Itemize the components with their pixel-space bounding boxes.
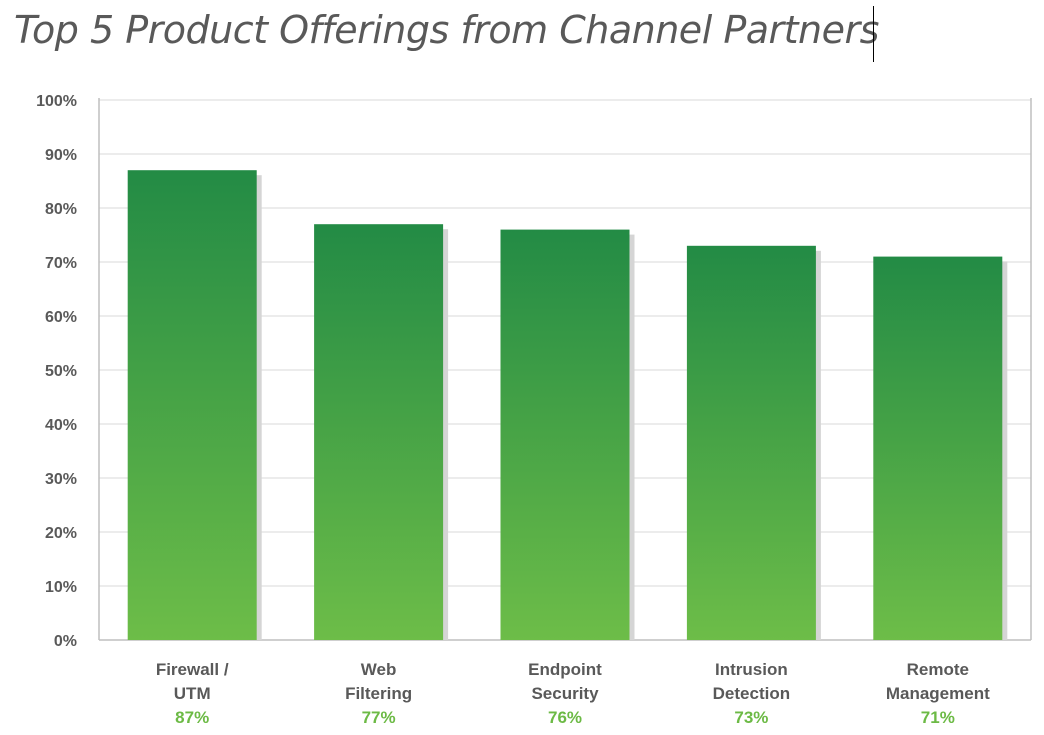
y-tick-label: 90% — [45, 147, 77, 164]
bar — [314, 224, 444, 640]
category-label: Detection — [713, 684, 790, 703]
category-label: Firewall / — [156, 660, 229, 679]
y-tick-label: 40% — [45, 417, 77, 434]
y-tick-label: 80% — [45, 201, 77, 218]
category-label: Remote — [907, 660, 969, 679]
y-tick-label: 20% — [45, 525, 77, 542]
y-tick-labels: 0% 10% 20% 30% 40% 50% 60% 70% 80% 90% 100% — [36, 93, 77, 650]
y-tick-label: 70% — [45, 255, 77, 272]
bar — [873, 256, 1003, 640]
y-tick-label: 0% — [54, 633, 77, 650]
bar — [686, 245, 816, 641]
category-label: Endpoint — [528, 660, 602, 679]
y-tick-label: 60% — [45, 309, 77, 326]
category-label: Filtering — [345, 684, 412, 703]
value-label: 73% — [734, 708, 768, 727]
category-labels: Firewall / UTM Web Filtering Endpoint Securit… — [156, 660, 990, 703]
value-label: 76% — [548, 708, 582, 727]
bars — [127, 170, 1008, 641]
category-label: Web — [361, 660, 397, 679]
y-tick-label: 10% — [45, 579, 77, 596]
bar — [500, 229, 630, 640]
category-label: Security — [531, 684, 599, 703]
y-tick-label: 50% — [45, 363, 77, 380]
value-label: 71% — [921, 708, 955, 727]
y-tick-label: 30% — [45, 471, 77, 488]
value-label: 87% — [175, 708, 209, 727]
chart-title: Top 5 Product Offerings from Channel Par… — [14, 8, 879, 52]
bar — [127, 170, 257, 640]
y-tick-label: 100% — [36, 93, 77, 110]
value-labels: 87% 77% 76% 73% 71% — [175, 708, 955, 727]
value-label: 77% — [362, 708, 396, 727]
category-label: Management — [886, 684, 990, 703]
text-cursor — [873, 6, 874, 62]
category-label: Intrusion — [715, 660, 788, 679]
category-label: UTM — [174, 684, 211, 703]
